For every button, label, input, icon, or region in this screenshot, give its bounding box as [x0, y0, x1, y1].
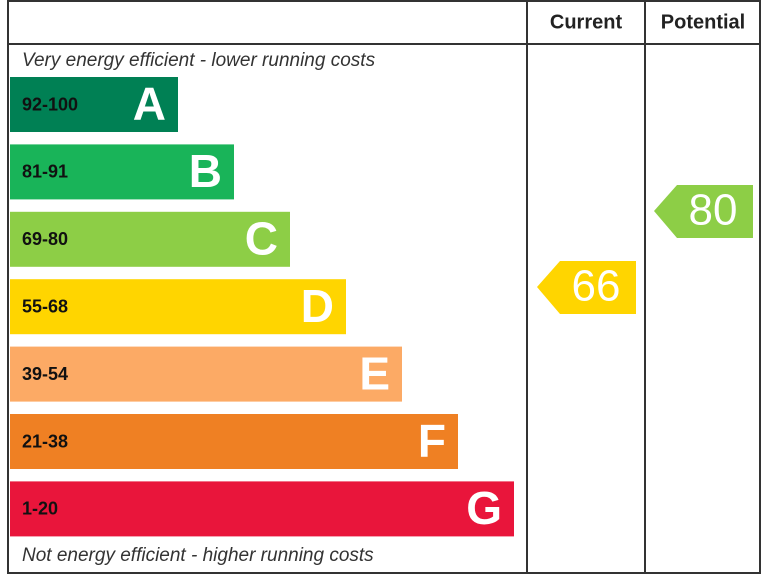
band-bar: [10, 414, 458, 469]
band-range: 92-100: [22, 94, 78, 114]
band-range: 1-20: [22, 499, 58, 519]
band-letter: B: [189, 145, 222, 197]
bottom-note: Not energy efficient - higher running co…: [22, 545, 374, 566]
band-bar: [10, 144, 234, 200]
band-range: 55-68: [22, 296, 68, 316]
band-range: 39-54: [22, 364, 68, 384]
band-letter: A: [133, 78, 166, 130]
band-letter: E: [359, 347, 390, 399]
current-header: Current: [550, 11, 623, 33]
potential-arrow: [654, 185, 753, 238]
top-note: Very energy efficient - lower running co…: [22, 50, 376, 71]
bands: 92-100 A 81-91 B 69-80 C 55-68 D 39-54 E 21-38 F 1-2…: [10, 77, 514, 537]
band-range: 81-91: [22, 162, 68, 182]
band-letter: C: [245, 212, 278, 264]
band-letter: D: [301, 280, 334, 332]
potential-header: Potential: [661, 11, 745, 33]
band-range: 69-80: [22, 229, 68, 249]
band-bar: [10, 279, 346, 335]
frame: [7, 0, 761, 574]
current-value: 66: [572, 262, 621, 311]
band-letter: F: [418, 415, 446, 467]
band-bar: [10, 211, 290, 267]
band-bar: [10, 346, 402, 402]
band-range: 21-38: [22, 431, 68, 451]
band-bar: [10, 77, 178, 132]
band-letter: G: [466, 482, 502, 534]
current-arrow: [537, 261, 636, 314]
potential-value: 80: [689, 186, 738, 235]
band-bar: [10, 481, 514, 537]
